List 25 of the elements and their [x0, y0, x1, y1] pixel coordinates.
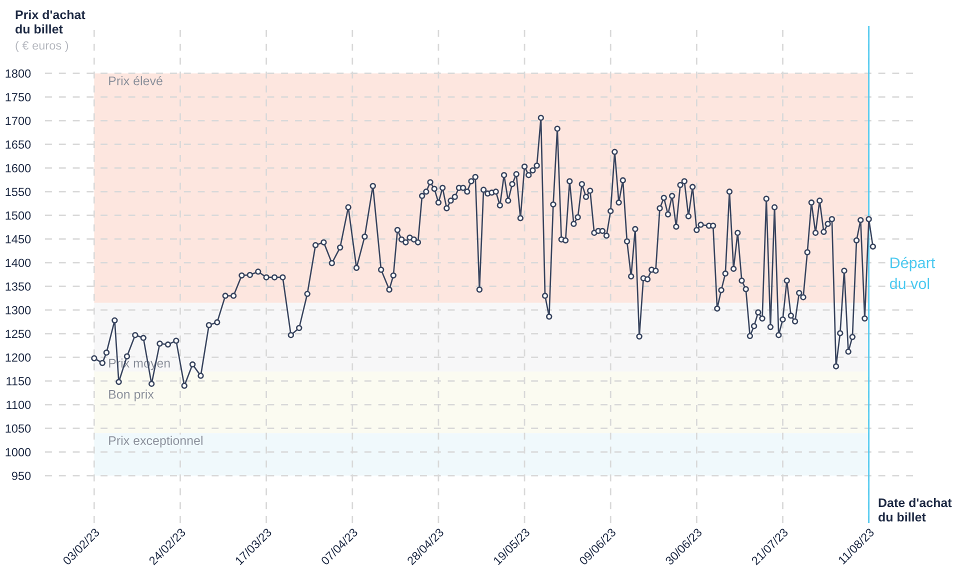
text: ( € euros )	[16, 41, 68, 52]
y-tick-label: 1000	[6, 448, 31, 456]
y-tick-label: 1200	[6, 353, 31, 362]
band-label: Prix exceptionnel	[109, 436, 202, 448]
y-tick-label: 1050	[6, 424, 31, 433]
y-tick-label: 1600	[6, 164, 31, 172]
x-axis-title: Date d'achat du billet	[878, 498, 952, 522]
y-tick-label: 1450	[6, 235, 31, 244]
y-tick-label: 1250	[6, 330, 31, 338]
y-tick-label: 1100	[6, 400, 31, 410]
y-tick-label: 1400	[6, 258, 31, 268]
ref-line-label: Départ du vol	[890, 256, 936, 290]
band-label: Prix élevé	[109, 76, 162, 86]
y-tick-label: 1650	[6, 140, 31, 149]
y-tick-label: 1550	[6, 188, 31, 196]
y-tick-label: 1500	[6, 211, 31, 220]
y-tick-label: 1700	[6, 116, 31, 126]
y-tick-label: 1150	[6, 377, 31, 386]
y-tick-label: 1800	[6, 69, 31, 78]
y-tick-label: 1350	[6, 282, 31, 291]
y-tick-label: 1300	[6, 306, 31, 314]
y-tick-label: 950	[12, 472, 31, 480]
y-axis-title: Prix d'achat du billet	[16, 10, 86, 34]
band-label: Bon prix	[109, 390, 154, 402]
y-tick-label: 1750	[6, 93, 31, 102]
